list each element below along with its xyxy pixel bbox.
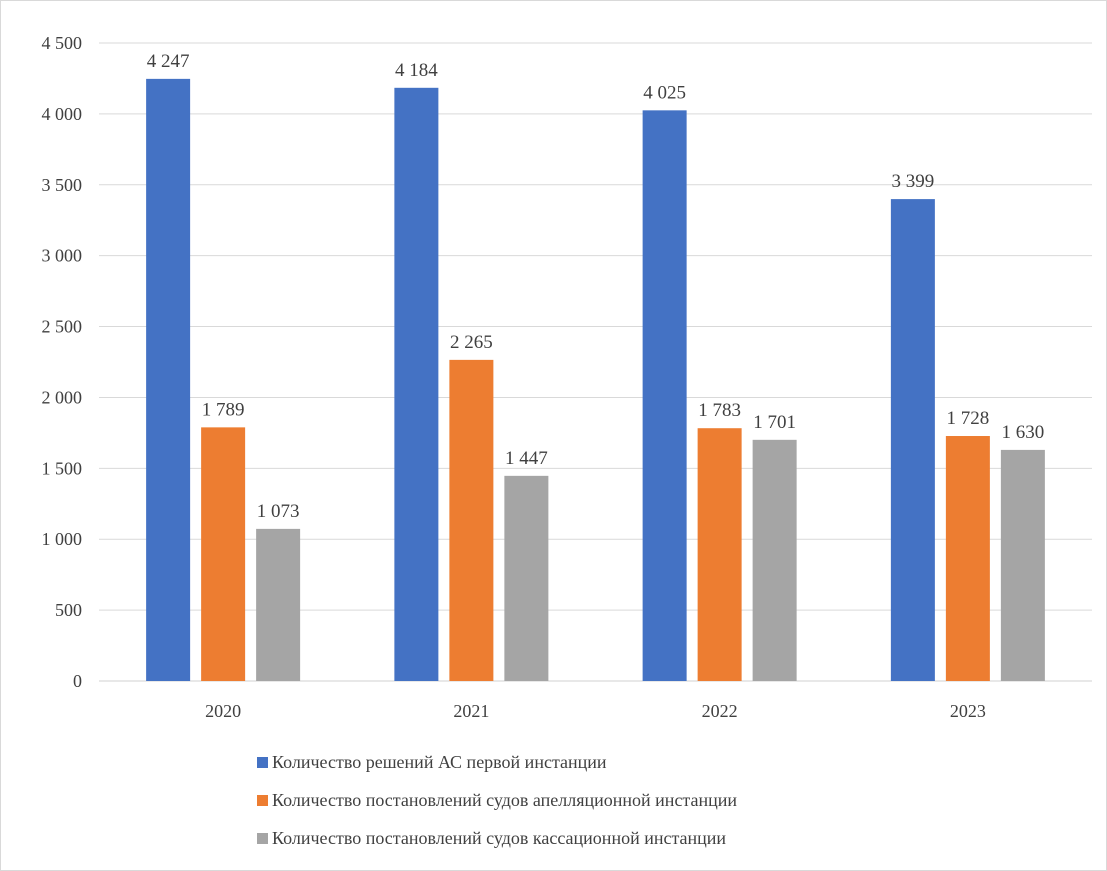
- legend-label: Количество решений АС первой инстанции: [272, 751, 607, 772]
- bar: [256, 528, 301, 681]
- y-tick-label: 3 000: [42, 246, 83, 266]
- x-tick-label: 2023: [950, 701, 986, 721]
- legend-swatch: [257, 832, 268, 844]
- data-label: 1 728: [947, 408, 990, 429]
- bars: [146, 78, 1045, 682]
- bar: [201, 427, 246, 681]
- x-tick-label: 2022: [702, 701, 738, 721]
- y-tick-label: 4 000: [42, 104, 83, 124]
- x-axis-ticks: 2020 2021 2022 2023: [205, 701, 986, 721]
- bar-chart: 0 500 1 000 1 500 2 000 2 500 3 000 3 500 4 000 4…: [42, 33, 1092, 721]
- y-tick-label: 2 500: [42, 317, 83, 337]
- legend-swatch: [257, 794, 268, 806]
- data-label: 2 265: [450, 332, 493, 353]
- bar: [449, 359, 494, 681]
- data-label: 4 184: [395, 60, 438, 81]
- legend-label: Количество постановлений судов кассацион…: [272, 827, 727, 848]
- y-tick-label: 4 500: [42, 33, 83, 53]
- bar: [890, 199, 935, 681]
- data-label: 1 783: [698, 400, 741, 421]
- legend-label: Количество постановлений судов апелляцио…: [272, 789, 738, 810]
- bar: [504, 475, 549, 681]
- y-tick-label: 0: [73, 671, 82, 691]
- y-tick-label: 500: [55, 600, 82, 620]
- bar: [1000, 449, 1045, 681]
- bar: [394, 87, 439, 682]
- legend-item-appeal: Количество постановлений судов апелляцио…: [257, 781, 737, 819]
- legend-item-cassation: Количество постановлений судов кассацион…: [257, 819, 737, 857]
- y-tick-label: 2 000: [42, 387, 83, 407]
- data-label: 3 399: [892, 171, 935, 192]
- bar: [697, 428, 742, 681]
- bar: [945, 436, 990, 681]
- y-axis-ticks: 0 500 1 000 1 500 2 000 2 500 3 000 3 500 4 000 4…: [42, 33, 83, 691]
- data-label: 1 789: [202, 399, 245, 420]
- y-tick-label: 1 000: [42, 529, 83, 549]
- legend: Количество решений АС первой инстанции К…: [257, 743, 737, 857]
- gridlines: [99, 42, 1092, 682]
- data-label: 1 630: [1002, 422, 1045, 443]
- data-label: 1 701: [753, 412, 796, 433]
- x-tick-label: 2021: [453, 701, 489, 721]
- y-tick-label: 1 500: [42, 458, 83, 478]
- legend-item-first-instance: Количество решений АС первой инстанции: [257, 743, 737, 781]
- data-label: 4 247: [147, 51, 190, 72]
- data-label: 4 025: [643, 82, 686, 103]
- legend-swatch: [257, 756, 268, 768]
- bar: [146, 78, 191, 682]
- data-label: 1 447: [505, 448, 548, 469]
- y-tick-label: 3 500: [42, 175, 83, 195]
- x-tick-label: 2020: [205, 701, 241, 721]
- bar: [752, 439, 797, 681]
- bar: [642, 110, 687, 682]
- data-label: 1 073: [257, 501, 300, 522]
- data-labels: 4 247 1 789 1 073 4 184 2 265 1 447 4 025 1 783…: [147, 51, 1045, 522]
